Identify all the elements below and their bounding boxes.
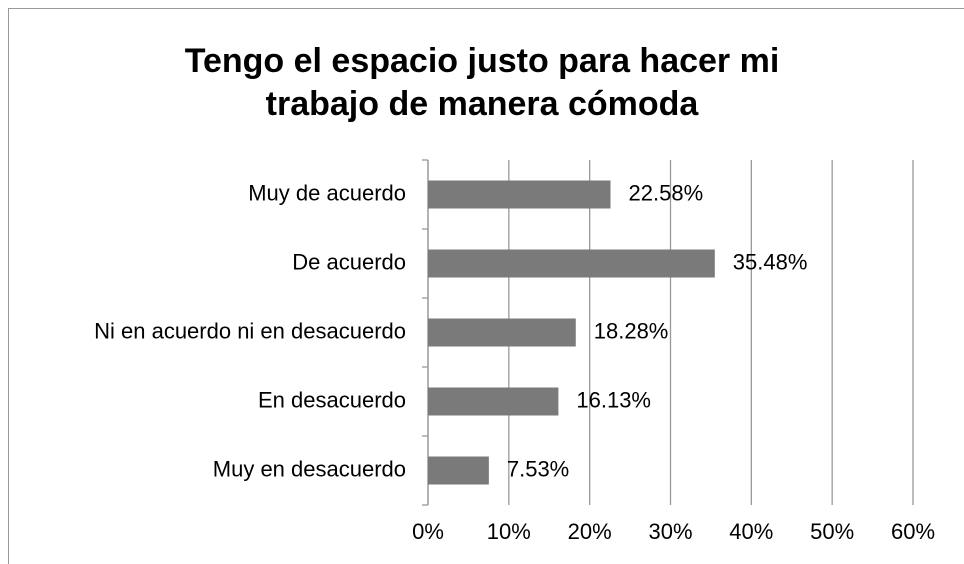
x-tick-label: 10% xyxy=(487,519,531,544)
chart-title: Tengo el espacio justo para hacer mi tra… xyxy=(184,42,780,123)
bar xyxy=(428,387,559,416)
x-tick-label: 20% xyxy=(568,519,612,544)
bar xyxy=(428,318,576,347)
y-tick-label: De acuerdo xyxy=(292,249,406,274)
data-label: 7.53% xyxy=(507,456,569,481)
data-label: 18.28% xyxy=(594,318,669,343)
data-label: 16.13% xyxy=(576,387,651,412)
x-tick-label: 0% xyxy=(412,519,444,544)
bar xyxy=(428,249,715,278)
y-tick-label: Muy en desacuerdo xyxy=(213,456,406,481)
data-label: 35.48% xyxy=(733,249,808,274)
chart-border xyxy=(8,8,964,564)
x-tick-label: 50% xyxy=(810,519,854,544)
y-tick-label: Muy de acuerdo xyxy=(248,180,406,205)
x-tick-label: 30% xyxy=(648,519,692,544)
bar xyxy=(428,456,489,485)
bar xyxy=(428,180,611,209)
y-tick-label: En desacuerdo xyxy=(258,387,406,412)
y-tick-label: Ni en acuerdo ni en desacuerdo xyxy=(94,318,406,343)
data-label: 22.58% xyxy=(629,180,704,205)
x-tick-label: 60% xyxy=(891,519,935,544)
x-tick-label: 40% xyxy=(729,519,773,544)
